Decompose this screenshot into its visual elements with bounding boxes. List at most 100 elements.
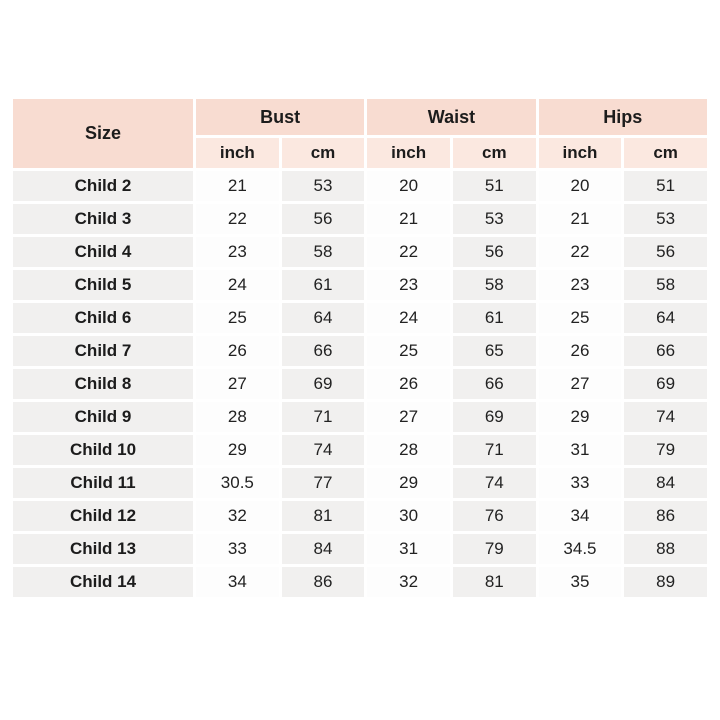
measurement-cell: 30.5	[196, 468, 279, 498]
table-row: Child 6 25 64 24 61 25 64	[13, 303, 707, 333]
measurement-cell: 69	[452, 402, 536, 432]
size-cell: Child 10	[13, 435, 193, 465]
measurement-cell: 65	[452, 336, 536, 366]
measurement-cell: 79	[624, 435, 707, 465]
size-cell: Child 5	[13, 270, 193, 300]
measurement-cell: 22	[538, 237, 622, 267]
size-cell: Child 3	[13, 204, 193, 234]
measurement-cell: 23	[538, 270, 622, 300]
measurement-cell: 22	[367, 237, 450, 267]
measurement-cell: 25	[367, 336, 450, 366]
table-row: Child 12 32 81 30 76 34 86	[13, 501, 707, 531]
measurement-cell: 81	[452, 567, 536, 597]
measurement-cell: 64	[281, 303, 365, 333]
measurement-cell: 34	[196, 567, 279, 597]
table-row: Child 10 29 74 28 71 31 79	[13, 435, 707, 465]
measurement-cell: 29	[196, 435, 279, 465]
measurement-cell: 77	[281, 468, 365, 498]
size-cell: Child 11	[13, 468, 193, 498]
table-row: Child 11 30.5 77 29 74 33 84	[13, 468, 707, 498]
unit-header-hips-cm: cm	[624, 138, 707, 168]
table-row: Child 7 26 66 25 65 26 66	[13, 336, 707, 366]
measurement-cell: 26	[538, 336, 622, 366]
table-row: Child 13 33 84 31 79 34.5 88	[13, 534, 707, 564]
measurement-cell: 25	[538, 303, 622, 333]
group-header-bust: Bust	[196, 99, 365, 135]
measurement-cell: 69	[281, 369, 365, 399]
measurement-cell: 69	[624, 369, 707, 399]
measurement-cell: 28	[196, 402, 279, 432]
measurement-cell: 89	[624, 567, 707, 597]
measurement-cell: 56	[452, 237, 536, 267]
measurement-cell: 24	[196, 270, 279, 300]
measurement-cell: 27	[538, 369, 622, 399]
measurement-cell: 26	[367, 369, 450, 399]
measurement-cell: 58	[281, 237, 365, 267]
measurement-cell: 64	[624, 303, 707, 333]
size-cell: Child 4	[13, 237, 193, 267]
measurement-cell: 74	[452, 468, 536, 498]
measurement-cell: 20	[367, 171, 450, 201]
table-row: Child 2 21 53 20 51 20 51	[13, 171, 707, 201]
table-row: Child 3 22 56 21 53 21 53	[13, 204, 707, 234]
size-cell: Child 13	[13, 534, 193, 564]
measurement-cell: 81	[281, 501, 365, 531]
measurement-cell: 30	[367, 501, 450, 531]
measurement-cell: 27	[196, 369, 279, 399]
measurement-cell: 58	[452, 270, 536, 300]
size-chart-table: Size Bust Waist Hips inch cm inch cm inc…	[10, 96, 710, 600]
unit-header-waist-inch: inch	[367, 138, 450, 168]
measurement-cell: 84	[281, 534, 365, 564]
measurement-cell: 21	[367, 204, 450, 234]
measurement-cell: 74	[281, 435, 365, 465]
measurement-cell: 66	[281, 336, 365, 366]
size-cell: Child 7	[13, 336, 193, 366]
measurement-cell: 21	[538, 204, 622, 234]
table-row: Child 4 23 58 22 56 22 56	[13, 237, 707, 267]
measurement-cell: 71	[281, 402, 365, 432]
measurement-cell: 53	[452, 204, 536, 234]
table-row: Child 14 34 86 32 81 35 89	[13, 567, 707, 597]
table-row: Child 9 28 71 27 69 29 74	[13, 402, 707, 432]
size-cell: Child 6	[13, 303, 193, 333]
measurement-cell: 27	[367, 402, 450, 432]
measurement-cell: 29	[538, 402, 622, 432]
measurement-cell: 58	[624, 270, 707, 300]
measurement-cell: 29	[367, 468, 450, 498]
measurement-cell: 35	[538, 567, 622, 597]
table-row: Child 5 24 61 23 58 23 58	[13, 270, 707, 300]
measurement-cell: 61	[452, 303, 536, 333]
measurement-cell: 76	[452, 501, 536, 531]
measurement-cell: 86	[281, 567, 365, 597]
size-cell: Child 2	[13, 171, 193, 201]
measurement-cell: 88	[624, 534, 707, 564]
measurement-cell: 32	[196, 501, 279, 531]
measurement-cell: 66	[624, 336, 707, 366]
measurement-cell: 31	[538, 435, 622, 465]
measurement-cell: 22	[196, 204, 279, 234]
measurement-cell: 24	[367, 303, 450, 333]
unit-header-row: inch cm inch cm inch cm	[13, 138, 707, 168]
measurement-cell: 71	[452, 435, 536, 465]
size-cell: Child 9	[13, 402, 193, 432]
measurement-cell: 51	[624, 171, 707, 201]
measurement-cell: 56	[281, 204, 365, 234]
measurement-cell: 32	[367, 567, 450, 597]
measurement-cell: 20	[538, 171, 622, 201]
unit-header-waist-cm: cm	[452, 138, 536, 168]
table-row: Child 8 27 69 26 66 27 69	[13, 369, 707, 399]
measurement-cell: 33	[196, 534, 279, 564]
unit-header-bust-cm: cm	[281, 138, 365, 168]
measurement-cell: 61	[281, 270, 365, 300]
measurement-cell: 23	[196, 237, 279, 267]
measurement-cell: 21	[196, 171, 279, 201]
measurement-cell: 74	[624, 402, 707, 432]
unit-header-hips-inch: inch	[538, 138, 622, 168]
measurement-cell: 23	[367, 270, 450, 300]
group-header-row: Size Bust Waist Hips	[13, 99, 707, 168]
size-column-header: Size	[13, 99, 193, 168]
size-cell: Child 14	[13, 567, 193, 597]
measurement-cell: 53	[624, 204, 707, 234]
measurement-cell: 79	[452, 534, 536, 564]
measurement-cell: 31	[367, 534, 450, 564]
